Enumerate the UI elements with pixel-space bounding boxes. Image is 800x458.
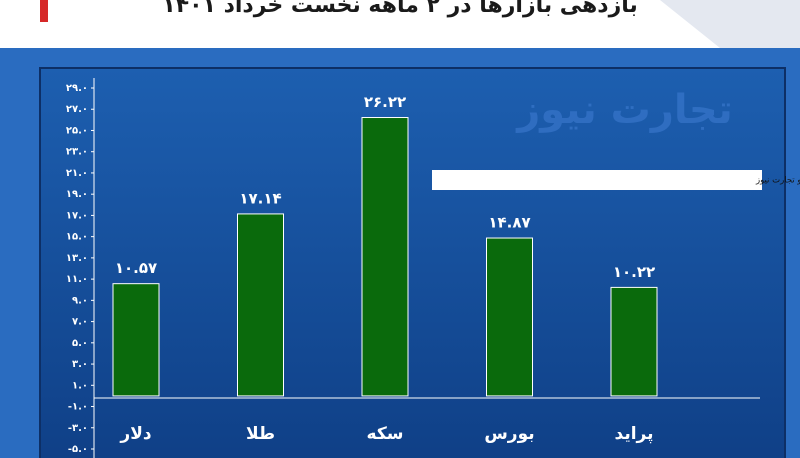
y-tick-label: ۲۹.۰	[66, 83, 88, 94]
data-label: ۱۰.۵۷	[115, 259, 157, 277]
x-tick-label: طلا	[246, 424, 275, 444]
watermark: تجارت نیوز	[515, 87, 732, 133]
title-accent	[40, 0, 48, 22]
bar	[610, 286, 658, 397]
chart-frame	[39, 67, 786, 458]
y-tick-label: -۳.۰	[68, 423, 88, 434]
data-label: ۲۶.۲۲	[364, 93, 406, 111]
bar	[237, 213, 284, 397]
x-tick-label: بورس	[484, 424, 534, 444]
data-label: ۱۰.۲۲	[613, 263, 655, 281]
source-note: منبع: صرافی ملی، اتحادیه طلا، سازمان بور…	[755, 175, 800, 186]
header-band	[0, 0, 800, 48]
y-tick-label: -۱.۰	[68, 402, 88, 413]
chart-title: بازدهی بازارها در ۲ ماهه نخست خرداد ۱۴۰۱	[162, 0, 638, 18]
x-tick-label: سکه	[367, 424, 404, 444]
y-tick-label: ۱۱.۰	[66, 274, 88, 285]
data-label: ۱۷.۱۴	[239, 189, 281, 207]
y-tick-label: ۱۹.۰	[66, 189, 88, 200]
y-tick-label: ۲۵.۰	[66, 125, 88, 136]
y-tick-label: ۲۳.۰	[66, 147, 88, 158]
header-decoration	[660, 0, 800, 48]
y-tick-label: ۱۵.۰	[66, 232, 88, 243]
bar	[112, 283, 160, 397]
source-box	[432, 170, 762, 190]
y-tick-label: ۹.۰	[72, 295, 88, 306]
bar	[361, 117, 409, 397]
y-tick-label: ۳.۰	[72, 359, 88, 370]
y-tick-label: ۲۷.۰	[66, 104, 88, 115]
y-tick-label: ۱۳.۰	[66, 253, 88, 264]
y-tick-label: ۱.۰	[72, 380, 88, 391]
y-tick-label: ۵.۰	[72, 338, 88, 349]
x-tick-label: دلار	[119, 424, 151, 444]
data-label: ۱۴.۸۷	[488, 214, 530, 232]
y-tick-label: -۵.۰	[68, 444, 88, 455]
x-tick-label: پراید	[615, 424, 654, 444]
bar	[486, 237, 533, 397]
y-tick-label: ۲۱.۰	[66, 168, 88, 179]
y-tick-label: ۱۷.۰	[66, 210, 88, 221]
y-tick-label: ۷.۰	[72, 317, 88, 328]
